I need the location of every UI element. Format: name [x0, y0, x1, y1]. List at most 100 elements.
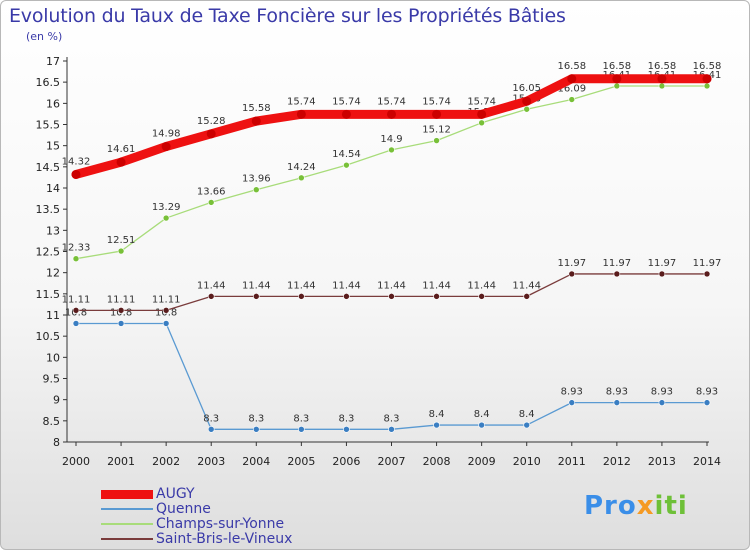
data-point-champs-sur-yonne [433, 137, 440, 144]
x-tick-label: 2002 [152, 455, 180, 468]
legend-swatch-saint-bris-le-vineux [101, 538, 153, 540]
data-label-augy: 15.74 [332, 96, 361, 107]
y-tick-label: 8 [53, 436, 60, 449]
data-label-saint-bris-le-vineux: 11.97 [557, 258, 586, 269]
data-point-quenne [523, 421, 531, 429]
data-label-champs-sur-yonne: 13.96 [242, 174, 271, 185]
y-tick-label: 15 [46, 140, 60, 153]
data-label-champs-sur-yonne: 14.54 [332, 149, 361, 160]
data-label-saint-bris-le-vineux: 11.97 [693, 258, 722, 269]
y-tick-label: 14.5 [36, 161, 61, 174]
data-point-augy [161, 142, 171, 152]
data-point-quenne [433, 421, 440, 429]
data-label-augy: 16.05 [512, 83, 541, 94]
data-label-quenne: 8.4 [429, 409, 445, 420]
data-label-augy: 16.58 [693, 61, 722, 72]
data-label-augy: 15.58 [242, 103, 271, 114]
data-label-augy: 15.74 [467, 96, 496, 107]
y-tick-label: 15.5 [36, 119, 61, 132]
unit-label: (en %) [26, 30, 63, 43]
data-point-saint-bris-le-vineux [433, 293, 440, 300]
data-point-saint-bris-le-vineux [162, 307, 170, 314]
data-point-champs-sur-yonne [343, 161, 350, 169]
data-point-augy [477, 109, 487, 119]
legend-label-quenne: Quenne [156, 501, 211, 517]
data-point-saint-bris-le-vineux [568, 270, 576, 278]
data-label-augy: 14.98 [152, 129, 181, 140]
y-tick-label: 9.5 [43, 373, 61, 386]
data-point-saint-bris-le-vineux [72, 307, 80, 314]
data-point-augy [612, 74, 622, 84]
data-point-quenne [252, 425, 260, 433]
data-point-quenne [298, 425, 305, 433]
legend-swatch-quenne [101, 508, 153, 510]
data-point-quenne [568, 399, 576, 406]
data-point-champs-sur-yonne [162, 214, 170, 222]
x-tick-label: 2001 [107, 455, 135, 468]
data-label-quenne: 8.4 [474, 409, 490, 420]
y-tick-label: 11.5 [36, 288, 61, 301]
data-label-augy: 14.32 [62, 156, 91, 167]
data-label-quenne: 8.3 [203, 413, 219, 424]
x-tick-label: 2011 [558, 455, 586, 468]
data-label-champs-sur-yonne: 12.33 [62, 243, 91, 254]
data-label-saint-bris-le-vineux: 11.44 [197, 280, 226, 291]
data-point-quenne [207, 425, 215, 433]
data-point-quenne [162, 320, 170, 327]
data-label-saint-bris-le-vineux: 11.44 [422, 280, 451, 291]
data-point-augy [206, 129, 216, 139]
data-point-champs-sur-yonne [658, 82, 666, 90]
data-point-quenne [72, 320, 80, 327]
y-tick-label: 11 [46, 309, 60, 322]
y-tick-label: 10 [46, 351, 60, 364]
y-tick-label: 13.5 [36, 203, 61, 216]
legend-swatch-champs-sur-yonne [101, 523, 153, 525]
data-label-augy: 15.74 [422, 96, 451, 107]
legend-label-saint-bris-le-vineux: Saint-Bris-le-Vineux [156, 531, 293, 547]
legend-label-augy: AUGY [156, 486, 195, 502]
data-label-quenne: 8.3 [248, 413, 264, 424]
x-tick-label: 2006 [332, 455, 360, 468]
data-point-quenne [478, 421, 485, 429]
data-point-champs-sur-yonne [117, 247, 125, 255]
data-label-saint-bris-le-vineux: 11.97 [648, 258, 677, 269]
data-point-augy [341, 109, 351, 119]
data-label-saint-bris-le-vineux: 11.44 [467, 280, 496, 291]
x-tick-label: 2003 [197, 455, 225, 468]
data-label-augy: 15.74 [377, 96, 406, 107]
y-tick-label: 12 [46, 267, 60, 280]
data-point-saint-bris-le-vineux [252, 293, 260, 300]
data-label-quenne: 8.3 [293, 413, 309, 424]
x-tick-label: 2008 [423, 455, 451, 468]
x-tick-label: 2014 [693, 455, 721, 468]
data-point-saint-bris-le-vineux [523, 293, 531, 300]
data-label-champs-sur-yonne: 14.9 [380, 134, 402, 145]
logo-text-part1: Pro [584, 491, 637, 521]
data-label-saint-bris-le-vineux: 11.97 [603, 258, 632, 269]
data-label-champs-sur-yonne: 12.51 [107, 235, 136, 246]
data-point-augy [71, 169, 81, 179]
x-tick-label: 2009 [468, 455, 496, 468]
data-point-augy [251, 116, 261, 126]
data-point-augy [657, 74, 667, 84]
data-point-augy [116, 157, 126, 167]
data-point-champs-sur-yonne [72, 255, 80, 262]
data-point-champs-sur-yonne [613, 82, 621, 90]
data-point-champs-sur-yonne [207, 199, 215, 206]
data-label-saint-bris-le-vineux: 11.44 [332, 280, 361, 291]
legend-swatch-augy [101, 490, 153, 499]
data-label-champs-sur-yonne: 13.66 [197, 186, 226, 197]
y-tick-label: 8.5 [43, 415, 61, 428]
data-point-saint-bris-le-vineux [388, 293, 395, 300]
data-point-augy [522, 96, 532, 106]
data-point-quenne [703, 399, 711, 406]
data-point-saint-bris-le-vineux [298, 293, 305, 300]
data-point-saint-bris-le-vineux [478, 293, 485, 300]
data-point-champs-sur-yonne [478, 119, 485, 127]
data-label-quenne: 8.4 [519, 409, 535, 420]
data-label-champs-sur-yonne: 14.24 [287, 162, 316, 173]
data-label-champs-sur-yonne: 15.12 [422, 125, 451, 136]
data-point-champs-sur-yonne [252, 186, 260, 193]
